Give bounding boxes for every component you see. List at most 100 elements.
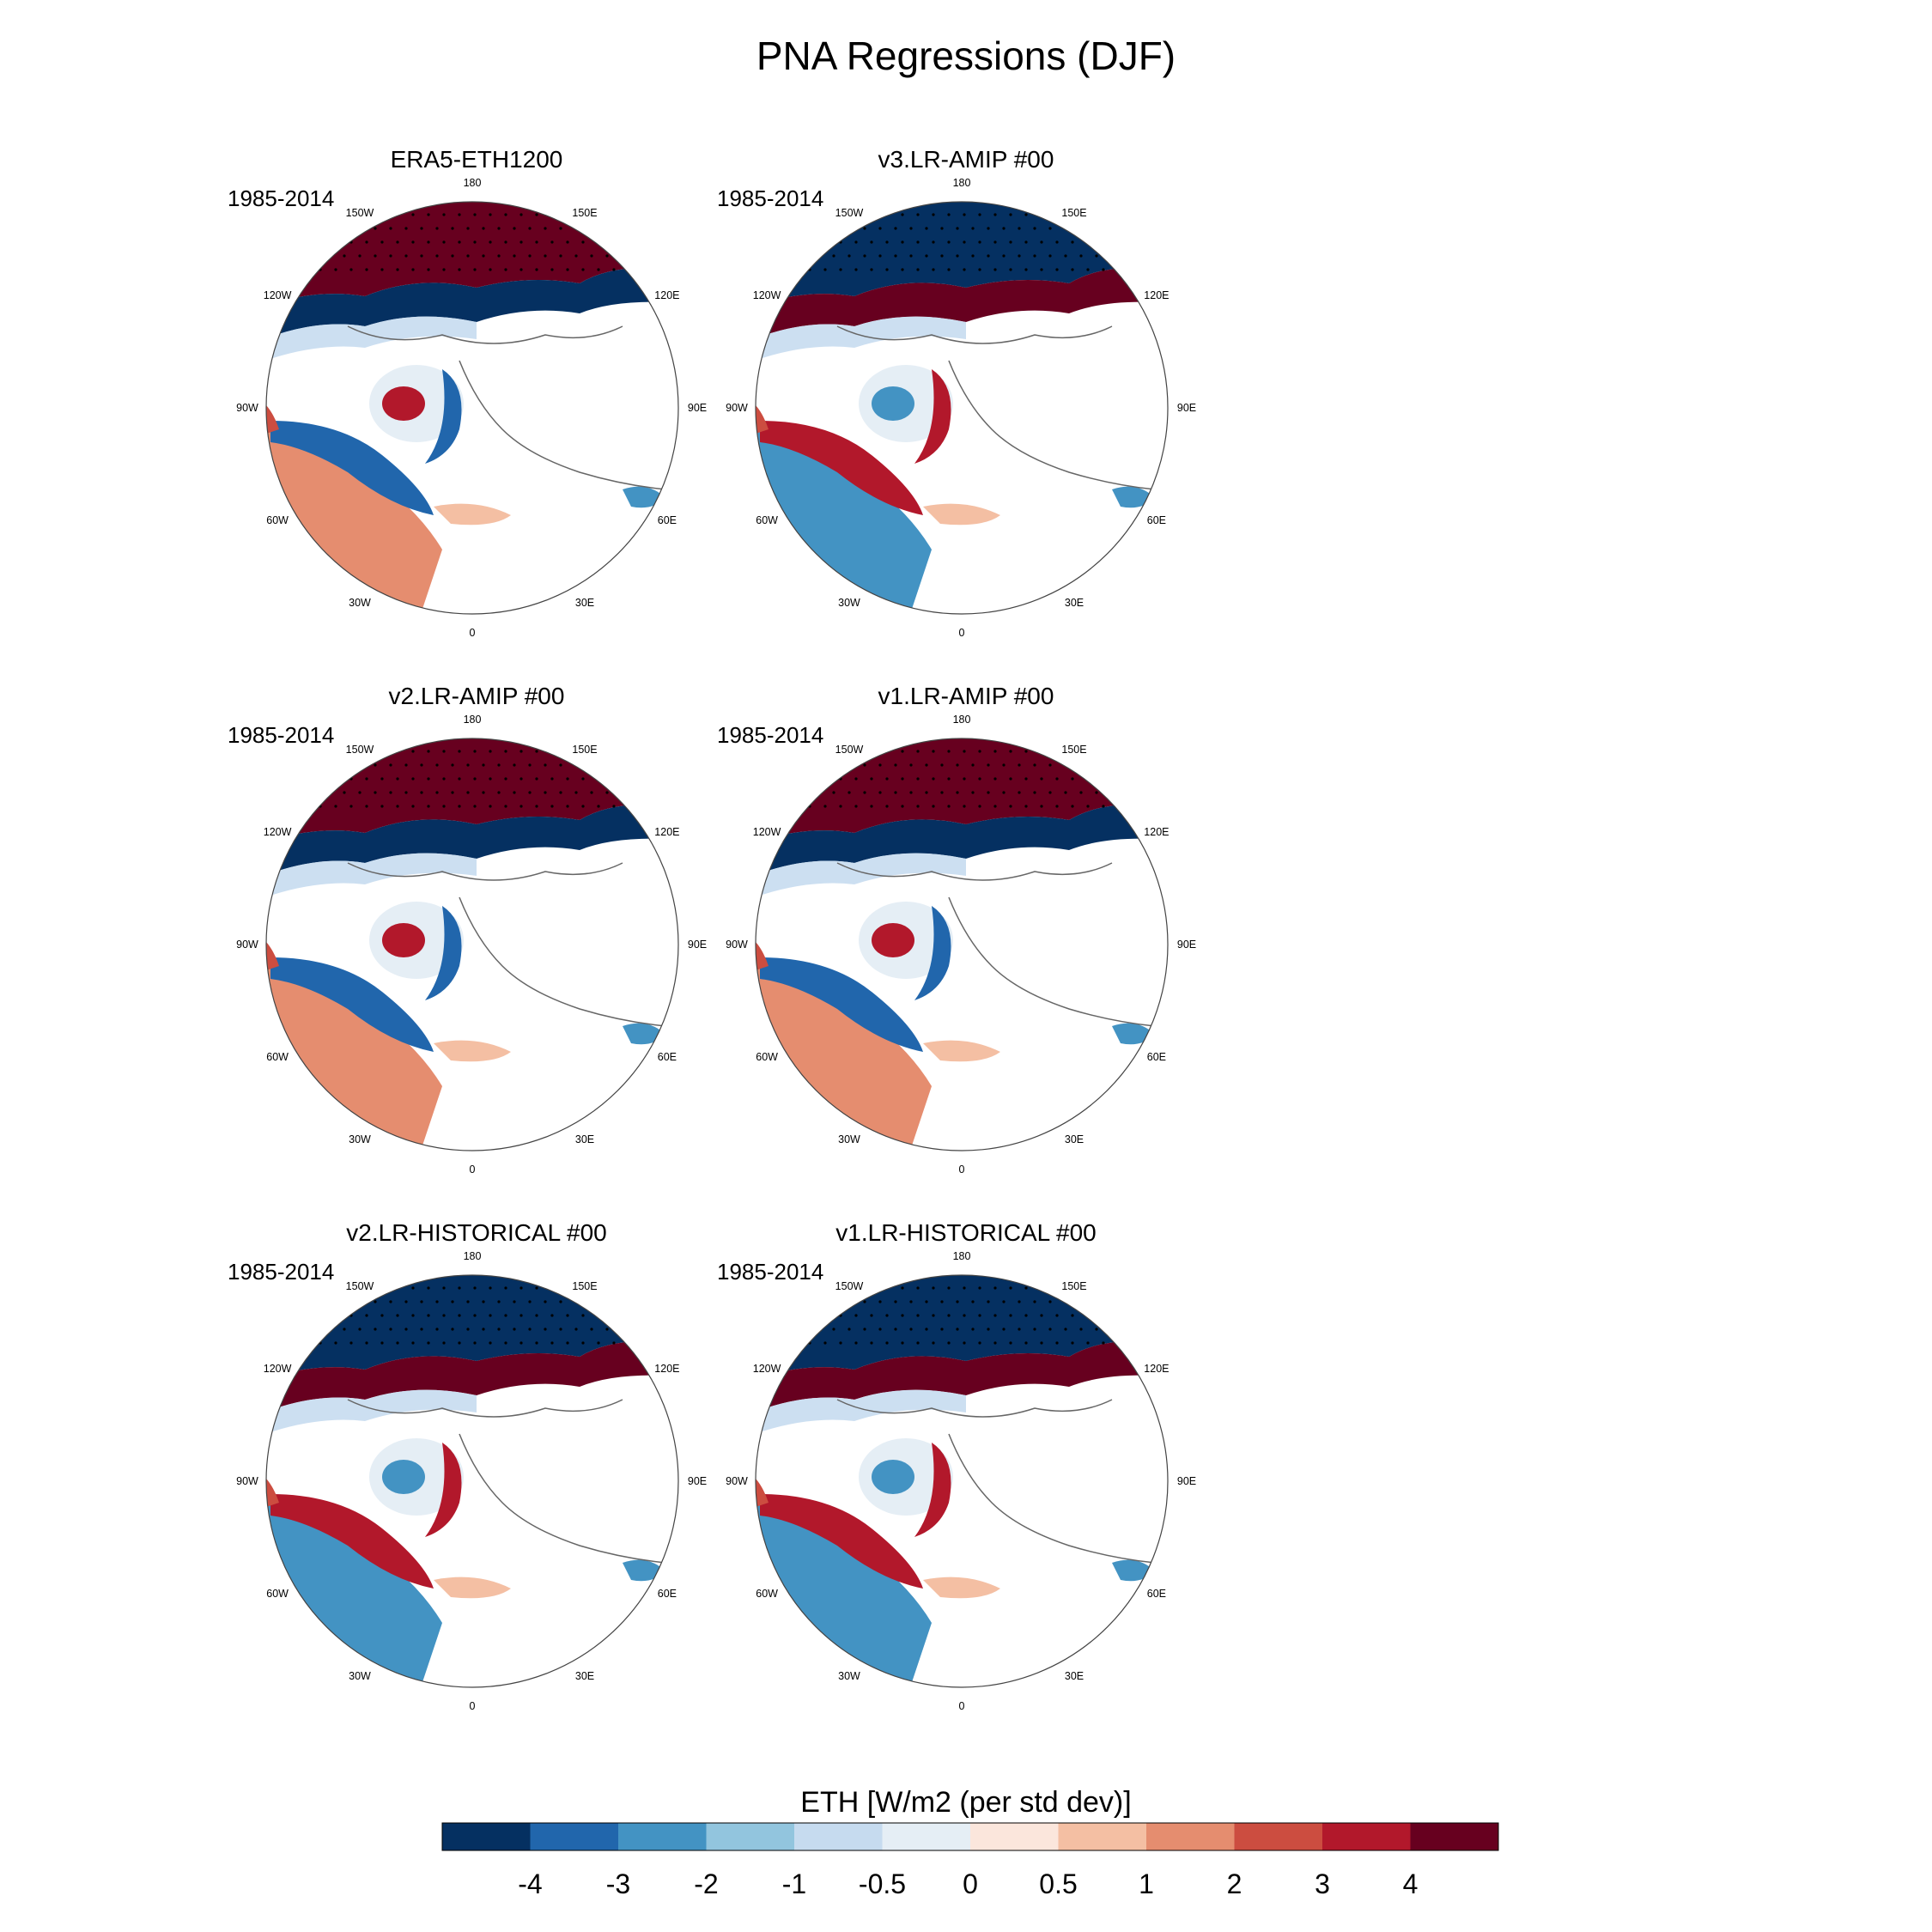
longitude-label: 90E xyxy=(1176,1475,1197,1487)
map-field xyxy=(756,202,1168,614)
longitude-label: 150W xyxy=(345,1280,374,1293)
map-boundary xyxy=(265,738,679,1151)
colorbar-tick-label: -2 xyxy=(694,1868,719,1899)
longitude-label: 90W xyxy=(236,402,258,414)
longitude-label: 30E xyxy=(1064,1669,1084,1682)
longitude-label: 0 xyxy=(958,1163,965,1176)
longitude-label: 180 xyxy=(952,1250,971,1262)
longitude-label: 30E xyxy=(1064,1133,1084,1145)
longitude-label: 120E xyxy=(1144,1363,1170,1375)
panel-title: v3.LR-AMIP #00 xyxy=(878,146,1054,173)
colorbar-tick-label: 4 xyxy=(1402,1868,1419,1899)
atlantic-mid xyxy=(760,1494,923,1589)
colorbar-swatch xyxy=(970,1823,1059,1850)
longitude-label: 120W xyxy=(752,289,781,301)
longitude-label: 120E xyxy=(1144,289,1170,301)
period-label: 1985-2014 xyxy=(228,1259,335,1285)
colorbar-swatch xyxy=(1234,1823,1323,1850)
pacific-band xyxy=(756,268,1168,343)
longitude-label: 120W xyxy=(752,826,781,838)
longitude-label: 90E xyxy=(687,939,708,951)
colorbar-swatch xyxy=(706,1823,795,1850)
longitude-label: 30E xyxy=(574,1669,595,1682)
panel-title: v1.LR-HISTORICAL #00 xyxy=(835,1219,1097,1246)
map-panel: v3.LR-AMIP #00 1985-2014 180 150E 120E 90E 60E… xyxy=(708,146,1224,639)
map-boundary xyxy=(755,738,1169,1151)
map-field xyxy=(266,202,678,614)
map-boundary xyxy=(755,201,1169,615)
longitude-label: 180 xyxy=(463,177,482,189)
period-label: 1985-2014 xyxy=(717,722,824,748)
longitude-label: 90W xyxy=(236,1475,258,1487)
polar-map xyxy=(755,1274,1169,1688)
longitude-label: 120E xyxy=(654,1363,680,1375)
longitude-label: 60W xyxy=(266,1588,289,1600)
colorbar-tick-label: -0.5 xyxy=(858,1868,907,1899)
polar-map xyxy=(265,201,679,615)
longitude-label: 150W xyxy=(835,207,864,220)
longitude-label: 150E xyxy=(572,207,598,220)
colorbar-tick-label: -4 xyxy=(518,1868,543,1899)
longitude-label: 120W xyxy=(263,1363,292,1375)
polar-map xyxy=(755,201,1169,615)
longitude-label: 60E xyxy=(657,514,677,526)
longitude-label: 30W xyxy=(838,1133,860,1145)
longitude-label: 150E xyxy=(1061,1280,1087,1293)
pacific-band xyxy=(756,1341,1168,1417)
colorbar-title: ETH [W/m2 (per std dev)] xyxy=(800,1786,1132,1819)
longitude-label: 0 xyxy=(958,627,965,639)
longitude-label: 60W xyxy=(756,1588,778,1600)
longitude-label: 150E xyxy=(572,744,598,756)
panel-title: ERA5-ETH1200 xyxy=(390,146,563,173)
pacific-band xyxy=(266,805,678,880)
period-label: 1985-2014 xyxy=(228,722,335,748)
atlantic-mid xyxy=(270,957,434,1052)
panel-title: v2.LR-HISTORICAL #00 xyxy=(346,1219,607,1246)
period-label: 1985-2014 xyxy=(717,185,824,211)
longitude-label: 180 xyxy=(952,714,971,726)
colorbar-tick-label: 2 xyxy=(1226,1868,1242,1899)
longitude-label: 30E xyxy=(574,1133,595,1145)
map-panel: v2.LR-HISTORICAL #00 1985-2014 180 150E 120E… xyxy=(219,1219,734,1712)
longitude-label: 60E xyxy=(1146,1588,1167,1600)
atlantic-mid xyxy=(760,421,923,515)
longitude-label: 0 xyxy=(469,627,476,639)
longitude-label: 30W xyxy=(838,1669,860,1682)
longitude-label: 120W xyxy=(263,826,292,838)
longitude-label: 150W xyxy=(835,744,864,756)
longitude-label: 60E xyxy=(1146,514,1167,526)
map-field xyxy=(756,738,1168,1151)
atlantic-mid xyxy=(270,1494,434,1589)
longitude-label: 150W xyxy=(345,744,374,756)
colorbar-tick-label: -3 xyxy=(605,1868,631,1899)
colorbar xyxy=(441,1822,1499,1851)
map-boundary xyxy=(265,1274,679,1688)
atlantic-mid xyxy=(270,421,434,515)
map-field xyxy=(266,1275,678,1687)
atlantic-mid xyxy=(760,957,923,1052)
longitude-label: 60E xyxy=(657,1588,677,1600)
colorbar-tick-label: -1 xyxy=(781,1868,807,1899)
longitude-label: 60W xyxy=(266,1051,289,1063)
pacific-band xyxy=(266,1341,678,1417)
longitude-label: 60W xyxy=(266,514,289,526)
longitude-label: 120E xyxy=(1144,826,1170,838)
map-panel: v2.LR-AMIP #00 1985-2014 180 150E 120E 90E 60E… xyxy=(219,683,734,1176)
colorbar-swatch xyxy=(1146,1823,1235,1850)
longitude-label: 60W xyxy=(756,514,778,526)
longitude-label: 120W xyxy=(263,289,292,301)
longitude-label: 60E xyxy=(657,1051,677,1063)
longitude-label: 120E xyxy=(654,289,680,301)
longitude-label: 180 xyxy=(463,1250,482,1262)
longitude-label: 30W xyxy=(349,1669,371,1682)
panel-title: v2.LR-AMIP #00 xyxy=(388,683,565,709)
period-label: 1985-2014 xyxy=(717,1259,824,1285)
colorbar-swatch xyxy=(1410,1823,1499,1850)
period-label: 1985-2014 xyxy=(228,185,335,211)
longitude-label: 30W xyxy=(838,596,860,609)
longitude-label: 120E xyxy=(654,826,680,838)
longitude-label: 150W xyxy=(345,207,374,220)
map-field xyxy=(756,1275,1168,1687)
polar-map xyxy=(265,738,679,1151)
longitude-label: 90W xyxy=(236,939,258,951)
